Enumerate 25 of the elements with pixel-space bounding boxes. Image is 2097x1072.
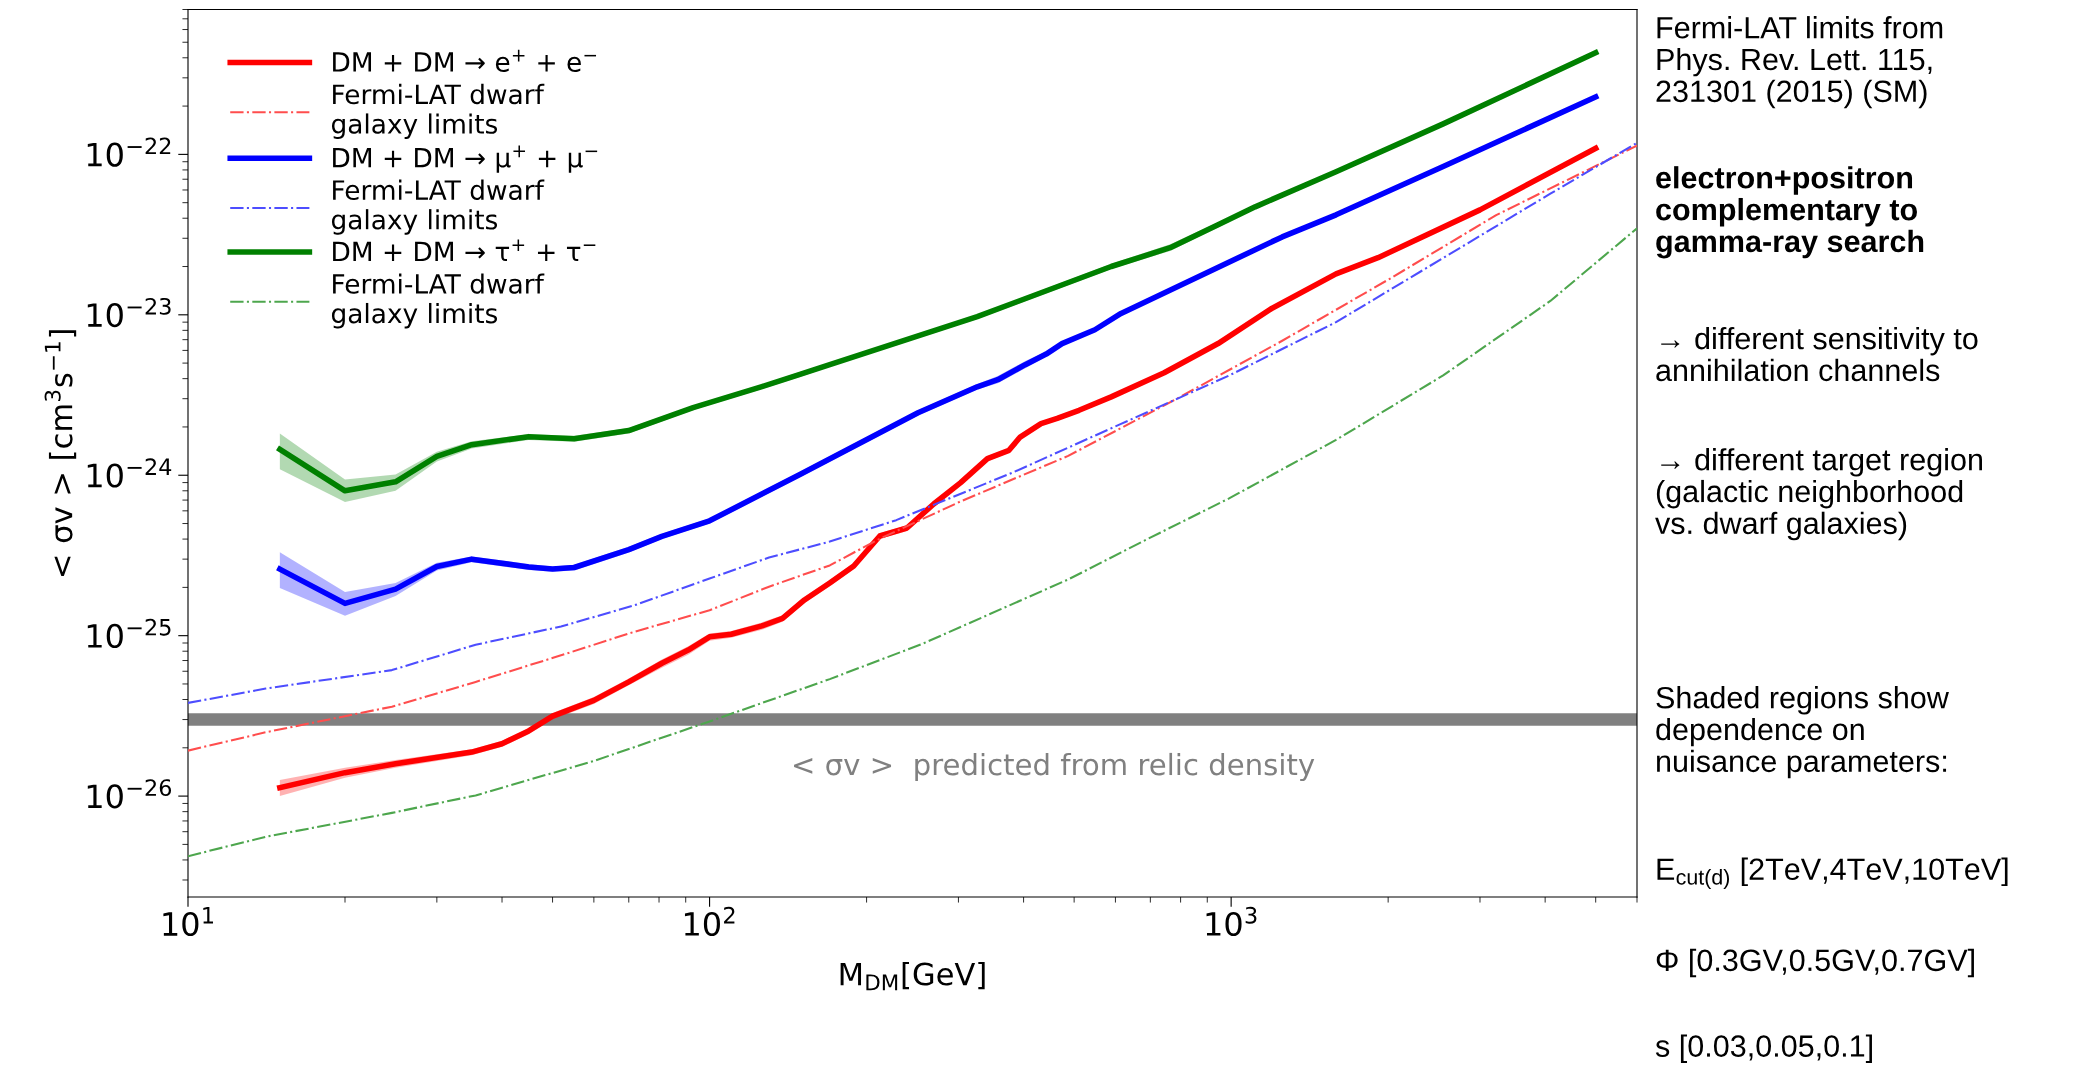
x-tick-label: 10$^{2}$ (684, 906, 735, 937)
legend-label: Fermi-LAT dwarf galaxy limits (331, 83, 545, 139)
y-tick-label: 10$^{−23}$ (87, 297, 171, 328)
text: Shaded regions show dependence on nuisance parameters: (1656, 686, 1949, 779)
text: electron+positron complementary to gamma-ray search (1656, 166, 1924, 259)
x-tick-label: 10$^{3}$ (1206, 906, 1257, 937)
text: Φ [0.3GV,0.5GV,0.7GV] (1656, 948, 1974, 978)
legend-label: Fermi-LAT dwarf galaxy limits (331, 273, 545, 329)
legend-label: Fermi-LAT dwarf galaxy limits (331, 179, 545, 235)
ref-line-label: < σv > predicted from relic density (794, 752, 1315, 782)
x-tick-label: 10$^{1}$ (163, 907, 214, 937)
text: E$_{cut(d)}$ [2TeV,4TeV,10TeV] (1657, 857, 2008, 890)
y-tick-label: 10$^{−26}$ (87, 779, 172, 809)
text: → different sensitivity to annihilation channels (1656, 326, 1978, 382)
x-axis-title: M$_{DM}$[GeV] (840, 961, 985, 991)
legend-label: DM + DM → τ$^{+}$ + τ$^{−}$ (333, 239, 596, 262)
legend-label: DM + DM → e$^{+}$ + e$^{−}$ (333, 49, 597, 72)
y-tick-label: 10$^{−22}$ (87, 137, 171, 167)
text: Fermi-LAT limits from Phys. Rev. Lett. 115, 231301 (2015) (SM) (1656, 16, 1943, 109)
y-tick-label: 10$^{−24}$ (87, 458, 172, 488)
y-axis-title: < σv > [cm$^{3}$s$^{−1}$] (44, 330, 77, 576)
y-tick-label: 10$^{−25}$ (87, 618, 171, 649)
text: → different target region (galactic neighborhood vs. dwarf galaxies) (1655, 448, 1982, 541)
legend-label: DM + DM → μ$^{+}$ + μ$^{−}$ (333, 145, 598, 173)
text: s [0.03,0.05,0.1] (1655, 1034, 1872, 1063)
